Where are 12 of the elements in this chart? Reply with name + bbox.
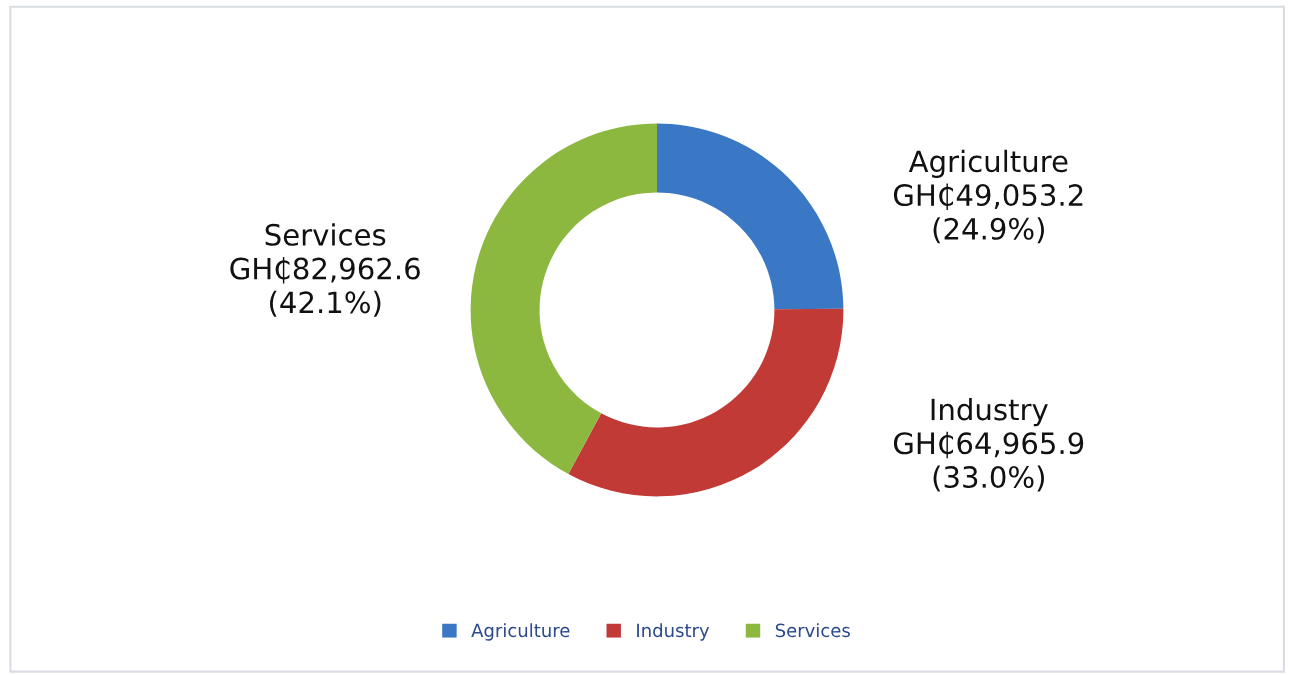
legend-label: Industry — [637, 623, 710, 641]
data-label: GH₵82,962.6 (42.1%) — [230, 257, 420, 317]
data-label: GH₵49,053.2 (24.9%) — [893, 183, 1083, 244]
legend-label: Services — [775, 623, 850, 638]
slice-label: Agriculture — [908, 149, 1068, 178]
slice-label: Industry — [931, 397, 1048, 427]
donut-slice — [657, 123, 844, 310]
legend-label: Agriculture — [471, 623, 570, 641]
slice-label: Services — [265, 223, 386, 246]
data-label: GH₵64,965.9 (33.0%) — [893, 431, 1084, 492]
donut-slice — [470, 123, 657, 474]
donut-slice — [568, 308, 844, 497]
